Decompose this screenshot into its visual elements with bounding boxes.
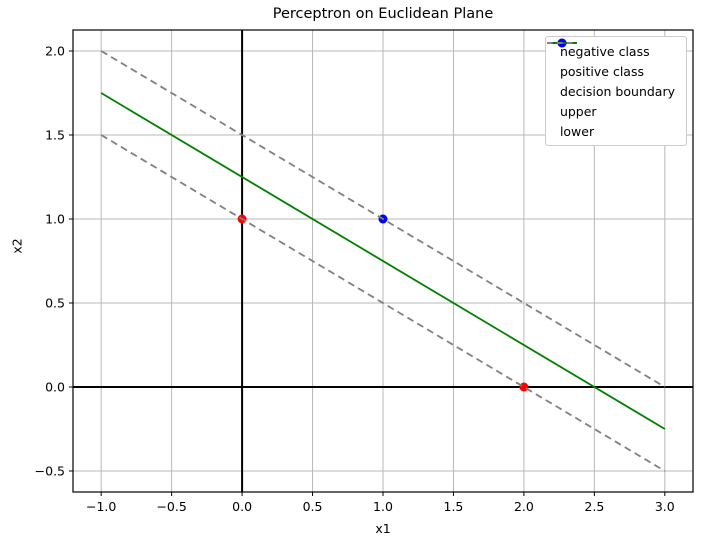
chart-title: Perceptron on Euclidean Plane bbox=[272, 6, 494, 22]
svg-text:0.0: 0.0 bbox=[45, 380, 65, 395]
legend-label: upper bbox=[559, 103, 597, 119]
svg-text:3.0: 3.0 bbox=[655, 499, 675, 514]
svg-text:−0.5: −0.5 bbox=[156, 499, 186, 514]
svg-text:0.5: 0.5 bbox=[303, 499, 323, 514]
svg-text:2.0: 2.0 bbox=[514, 499, 534, 514]
svg-text:2.5: 2.5 bbox=[584, 499, 604, 514]
svg-text:0.5: 0.5 bbox=[45, 296, 65, 311]
svg-text:0.0: 0.0 bbox=[232, 499, 252, 514]
svg-text:−1.0: −1.0 bbox=[86, 499, 116, 514]
legend-label: lower bbox=[559, 123, 595, 139]
legend-label: negative class bbox=[559, 43, 650, 59]
legend-label: positive class bbox=[559, 63, 644, 79]
svg-text:1.5: 1.5 bbox=[444, 499, 464, 514]
x-axis-label: x1 bbox=[375, 521, 391, 536]
svg-text:−0.5: −0.5 bbox=[35, 464, 65, 479]
svg-text:1.0: 1.0 bbox=[373, 499, 393, 514]
svg-text:2.0: 2.0 bbox=[45, 44, 65, 59]
legend-entry: decision boundary bbox=[546, 42, 675, 101]
svg-text:1.5: 1.5 bbox=[45, 128, 65, 143]
legend: negative class positive class decision bou… bbox=[544, 36, 687, 146]
legend-entry: positive class bbox=[554, 38, 675, 81]
svg-text:1.0: 1.0 bbox=[45, 212, 65, 227]
legend-entry: lower bbox=[546, 42, 675, 141]
legend-label: decision boundary bbox=[559, 83, 675, 99]
legend-entry: upper bbox=[546, 42, 675, 121]
y-axis-label: x2 bbox=[9, 238, 25, 254]
